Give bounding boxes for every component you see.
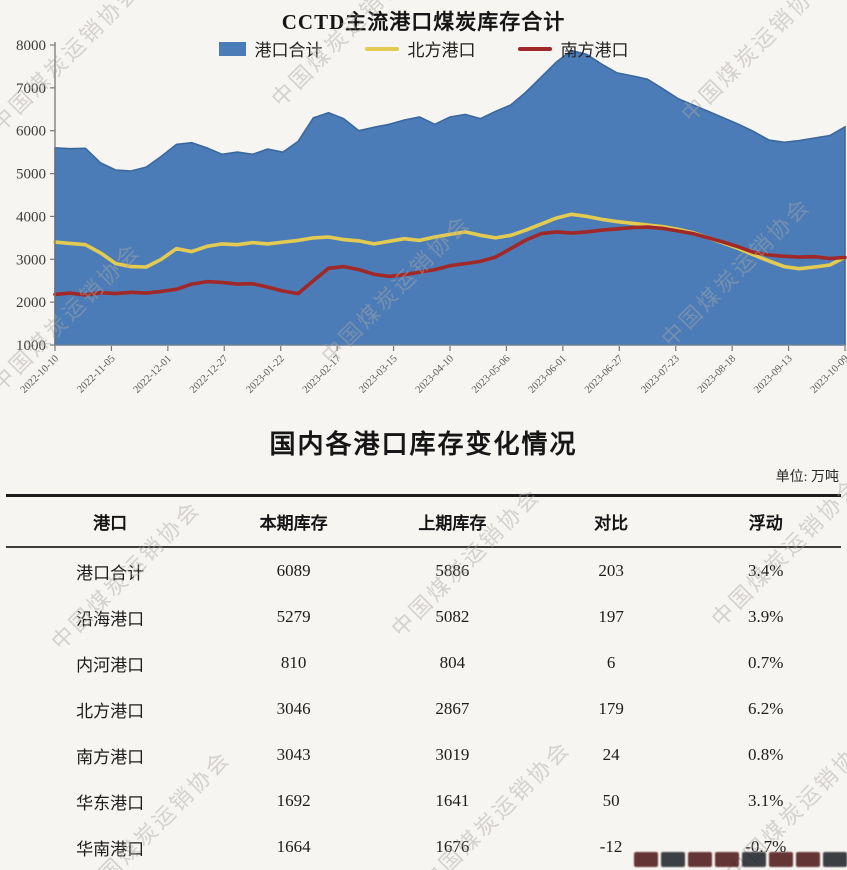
table-row: 内河港口 810 804 6 0.7% — [6, 640, 841, 686]
value-cell: 197 — [598, 607, 624, 626]
x-tick-label: 2023-10-09 — [809, 353, 847, 395]
value-cell: 1692 — [276, 791, 311, 810]
x-tick-label: 2023-02-17 — [301, 353, 343, 395]
inventory-table: 港口 本期库存 上期库存 对比 浮动 港口合计 6089 5886 203 3.4% 沿海… — [6, 494, 841, 870]
x-tick-label: 2023-05-06 — [470, 353, 512, 395]
table-row: 北方港口 3046 2867 179 6.2% — [6, 686, 841, 732]
x-tick-label: 2023-01-22 — [244, 353, 286, 395]
value-cell: 0.7% — [748, 653, 784, 672]
x-tick-label: 2022-11-05 — [75, 353, 117, 395]
value-cell: 5279 — [276, 607, 311, 626]
unit-label: 单位: 万吨 — [775, 470, 839, 485]
col-header-current: 本期库存 — [214, 495, 373, 548]
y-tick-label: 7000 — [16, 81, 46, 97]
header-row: 港口 本期库存 上期库存 对比 浮动 — [6, 495, 841, 548]
port-name-cell: 内河港口 — [76, 655, 145, 675]
value-cell: 2867 — [435, 699, 470, 718]
table-row: 南方港口 3043 3019 24 0.8% — [6, 732, 841, 778]
col-header-diff: 对比 — [531, 495, 691, 548]
x-tick-label: 2023-08-18 — [696, 353, 738, 395]
col-header-previous: 上期库存 — [372, 495, 532, 548]
col-header-float: 浮动 — [690, 495, 841, 548]
value-cell: 1641 — [435, 791, 470, 810]
inventory-area-chart: 8000 7000 6000 5000 4000 3000 2000 10002022-10-… — [16, 38, 847, 396]
y-tick-label: 1000 — [16, 338, 46, 354]
value-cell: 24 — [602, 745, 620, 764]
area-series — [54, 49, 846, 346]
value-cell: 3019 — [435, 745, 470, 764]
x-tick-label: 2022-12-27 — [188, 353, 230, 395]
legend-label-total: 港口合计 — [254, 41, 323, 60]
area-swatch-icon — [218, 41, 246, 56]
value-cell: 0.8% — [748, 745, 784, 764]
table-row: 华东港口 1692 1641 50 3.1% — [6, 778, 841, 824]
y-tick-label: 2000 — [16, 295, 46, 311]
legend-item-total: 港口合计 — [218, 36, 323, 61]
value-cell: 1676 — [435, 837, 470, 856]
value-cell: 5082 — [435, 607, 470, 626]
line-swatch-icon — [364, 46, 399, 51]
x-tick-label: 2023-09-13 — [752, 353, 794, 395]
col-header-port: 港口 — [6, 495, 215, 548]
value-cell: 6 — [606, 653, 616, 672]
legend-item-south: 南方港口 — [517, 36, 629, 61]
value-cell: 179 — [598, 699, 624, 718]
value-cell: 50 — [602, 791, 620, 810]
value-cell: 6089 — [276, 561, 311, 580]
value-cell: 3.1% — [748, 791, 784, 810]
y-tick-label: 5000 — [16, 167, 46, 183]
value-cell: 3.4% — [748, 561, 784, 580]
value-cell: 1664 — [276, 837, 311, 856]
x-tick-label: 2023-03-15 — [357, 353, 399, 395]
legend-label-north: 北方港口 — [407, 41, 476, 60]
value-cell: 5886 — [435, 561, 470, 580]
value-cell: 810 — [280, 653, 307, 672]
value-cell: 3043 — [276, 745, 311, 764]
value-cell: -0.7% — [745, 837, 787, 856]
port-name-cell: 华南港口 — [76, 839, 145, 859]
value-cell: 3046 — [276, 699, 311, 718]
y-tick-label: 4000 — [16, 209, 46, 225]
x-tick-label: 2023-04-10 — [414, 353, 456, 395]
table-row: 港口合计 6089 5886 203 3.4% — [6, 547, 841, 594]
value-cell: 3.9% — [748, 607, 784, 626]
port-name-cell: 南方港口 — [76, 747, 145, 767]
value-cell: 203 — [598, 561, 624, 580]
chart-legend: 港口合计 北方港口 南方港口 — [0, 36, 847, 61]
y-tick-label: 6000 — [16, 124, 46, 140]
port-name-cell: 北方港口 — [76, 701, 145, 721]
value-cell: -12 — [599, 837, 623, 856]
x-tick-label: 2022-12-01 — [132, 353, 174, 395]
value-cell: 804 — [439, 653, 466, 672]
x-tick-label: 2023-07-23 — [639, 353, 681, 395]
table-row: 华南港口 1664 1676 -12 -0.7% — [6, 824, 841, 870]
legend-label-south: 南方港口 — [560, 41, 629, 60]
line-swatch-icon — [517, 46, 552, 51]
line-series — [53, 225, 847, 297]
inventory-table-body: 港口合计 6089 5886 203 3.4% 沿海港口 5279 5082 197 3.9% 内河… — [6, 547, 841, 870]
x-tick-label: 2023-06-01 — [527, 353, 569, 395]
inventory-table-head: 港口 本期库存 上期库存 对比 浮动 — [6, 495, 841, 548]
y-tick-label: 3000 — [16, 252, 46, 268]
x-tick-label: 2022-10-10 — [19, 353, 61, 395]
y-tick-label: 8000 — [16, 38, 46, 54]
table-title: 国内各港口库存变化情况 — [269, 430, 578, 459]
x-tick-label: 2023-06-27 — [583, 353, 625, 395]
port-name-cell: 港口合计 — [76, 563, 145, 583]
value-cell: 6.2% — [748, 699, 784, 718]
port-name-cell: 华东港口 — [76, 793, 145, 813]
port-name-cell: 沿海港口 — [76, 609, 145, 629]
table-row: 沿海港口 5279 5082 197 3.9% — [6, 594, 841, 640]
chart-title: CCTD主流港口煤炭库存合计 — [281, 10, 566, 34]
legend-item-north: 北方港口 — [364, 36, 476, 61]
